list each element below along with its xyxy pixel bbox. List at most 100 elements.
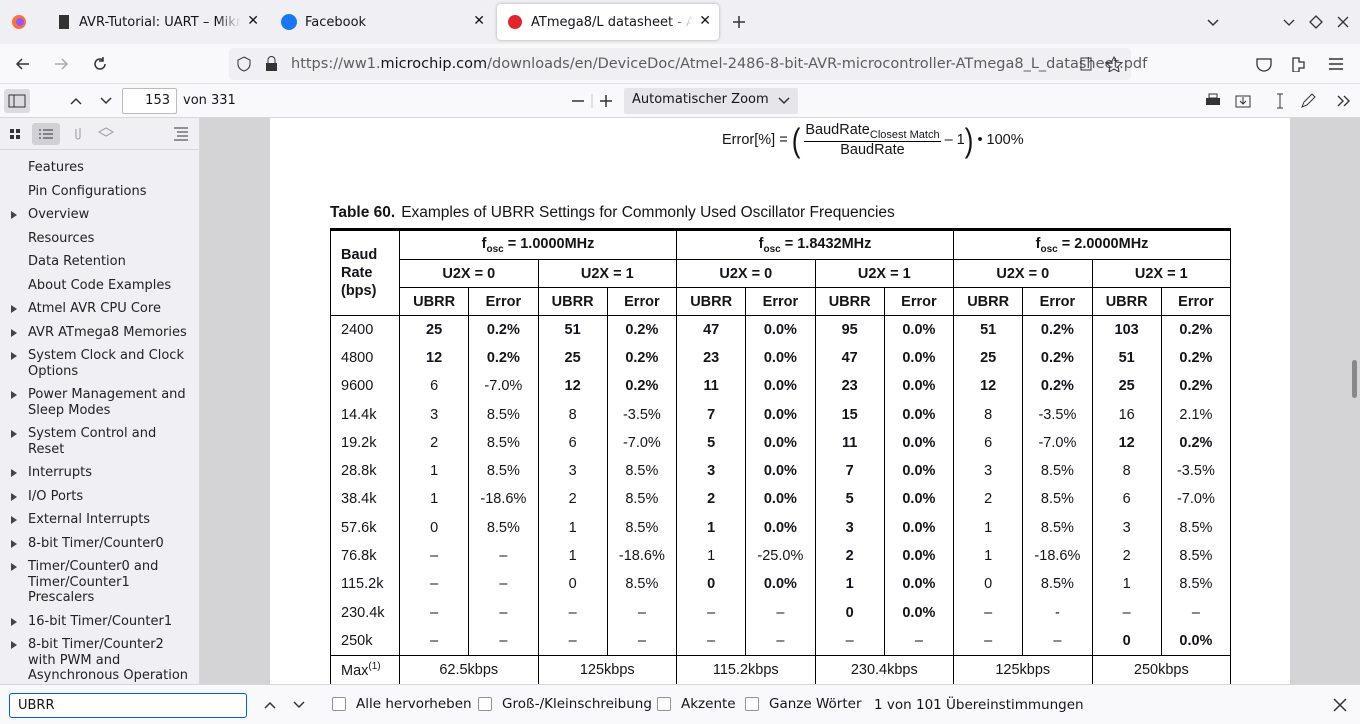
cell: 51 <box>537 315 608 344</box>
tab-active[interactable]: ATmega8/L datasheet - Atn ✕ <box>497 4 719 40</box>
cell: -7.0% <box>468 372 539 401</box>
cell: -3.5% <box>1160 456 1232 486</box>
outline-item[interactable]: Timer/Counter0 and Timer/Counter1 Presca… <box>0 555 199 610</box>
tab[interactable]: Facebook ✕ <box>271 4 493 40</box>
outline-item[interactable]: 8-bit Timer/Counter2 with PWM and Asynch… <box>0 633 199 684</box>
tab-close[interactable]: ✕ <box>699 13 711 29</box>
outline-item[interactable]: I/O Ports <box>0 485 199 509</box>
cell: 0.0% <box>745 372 816 401</box>
sidebar-tools <box>0 118 199 150</box>
outline-item[interactable]: Data Retention <box>28 254 126 269</box>
page-nav[interactable] <box>68 93 116 109</box>
u2x-header: U2X = 1 <box>1091 259 1232 288</box>
cell: 5 <box>814 485 885 514</box>
new-tab[interactable] <box>731 14 747 30</box>
zoom-select[interactable]: Automatischer Zoom <box>624 88 798 114</box>
page-total: von 331 <box>183 93 236 108</box>
firefox-menu[interactable] <box>11 14 27 30</box>
zoom-value: Automatischer Zoom <box>632 92 769 107</box>
tab-list[interactable] <box>1205 14 1221 30</box>
outline-item[interactable]: 16-bit Timer/Counter1 <box>0 610 199 634</box>
u2x-header: U2X = 0 <box>676 259 816 288</box>
cell: 0.2% <box>606 372 678 401</box>
cell: 8 <box>537 400 608 429</box>
outline-item[interactable]: System Control and Reset <box>0 422 199 461</box>
cell: 0.0% <box>745 315 816 344</box>
url-bar[interactable]: https://ww1. microchip.com/downloads/en/D… <box>229 48 1147 80</box>
outline-item[interactable]: Atmel AVR CPU Core <box>0 297 199 321</box>
outline-item[interactable]: Overview <box>0 203 199 227</box>
tab-close[interactable]: ✕ <box>473 13 485 29</box>
cell: 0 <box>537 570 608 599</box>
window-controls[interactable] <box>1281 14 1351 30</box>
column-header: UBRR <box>953 287 1024 316</box>
tab-bar: AVR-Tutorial: UART – Mikro ✕ Facebook ✕ AT… <box>0 0 1360 44</box>
find-input[interactable]: UBRR <box>9 693 247 718</box>
formula-lhs: Error[%] <box>722 132 776 148</box>
tab[interactable]: AVR-Tutorial: UART – Mikro ✕ <box>47 4 267 40</box>
cell: -3.5% <box>1022 400 1093 429</box>
cell: 0.2% <box>606 315 678 344</box>
outline-item[interactable]: Features <box>28 160 84 175</box>
find-close[interactable] <box>1332 697 1348 713</box>
find-option[interactable]: Groß-/Kleinschreibung <box>478 696 652 712</box>
outline-item[interactable]: 8-bit Timer/Counter0 <box>0 532 199 556</box>
outline-item[interactable]: Interrupts <box>0 461 199 485</box>
cell: – <box>468 626 539 656</box>
find-option[interactable]: Ganze Wörter <box>745 696 862 712</box>
cell: 1 <box>1091 570 1162 599</box>
cell: 23 <box>814 372 885 401</box>
data-row: 14.4k 3 8.5% 8 -3.5% 7 0.0% 15 0.0% 8 -3.5% 16 2.1% <box>330 400 1232 429</box>
cell: 15 <box>814 400 885 429</box>
cell: -25.0% <box>745 541 816 571</box>
osc-symbol: f <box>481 235 487 252</box>
find-option[interactable]: Alle hervorheben <box>332 696 472 712</box>
outline-item[interactable]: AVR ATmega8 Memories <box>0 321 199 345</box>
column-header: Error <box>468 287 539 316</box>
cell: 25 <box>537 343 608 373</box>
fraction: BaudRateClosest Match BaudRate <box>804 121 941 159</box>
sidebar-toggle[interactable] <box>4 89 30 113</box>
sidebar-view-buttons[interactable] <box>6 123 196 145</box>
page-number-input[interactable]: 153 <box>122 88 177 114</box>
data-row: 19.2k 2 8.5% 6 -7.0% 5 0.0% 11 0.0% 6 -7.0% 12 0.2% <box>330 428 1232 457</box>
sidebar: Features Pin Configurations Overview Resour… <box>0 118 200 684</box>
find-nav[interactable] <box>262 697 310 713</box>
cell: 8 <box>953 400 1024 429</box>
outline-item[interactable]: Power Management and Sleep Modes <box>0 383 199 422</box>
cell: 0.2% <box>1022 315 1093 344</box>
osc-header: fosc = 1.0000MHz <box>398 229 678 260</box>
outline-item[interactable]: System Clock and Clock Options <box>0 344 199 383</box>
numerator: BaudRate <box>805 121 870 138</box>
nav-buttons[interactable] <box>14 56 114 72</box>
find-option[interactable]: Akzente <box>657 696 736 712</box>
cell: -18.6% <box>1022 541 1093 571</box>
max-value: 115.2kbps <box>676 654 816 684</box>
cell: 0 <box>398 513 470 542</box>
cell: 2 <box>814 541 885 571</box>
url-icons[interactable] <box>1079 56 1123 72</box>
osc-value: = 2.0000MHz <box>1057 235 1149 252</box>
column-header: UBRR <box>537 287 608 316</box>
outline-item[interactable]: About Code Examples <box>28 277 172 293</box>
cell: 3 <box>953 456 1024 486</box>
toolbar-icons[interactable] <box>1255 56 1350 72</box>
baud-header: Baud Rate (bps) <box>330 229 400 316</box>
cell: 6 <box>953 428 1024 457</box>
cell: 0 <box>1091 626 1162 656</box>
outline-item[interactable]: Resources <box>28 230 95 246</box>
cell: – <box>953 598 1024 627</box>
cell: 0.0% <box>883 343 955 373</box>
outline-item[interactable]: Pin Configurations <box>28 183 147 199</box>
cell: 0.0% <box>883 541 955 571</box>
scrollbar-thumb[interactable] <box>1352 360 1357 398</box>
cell: 0.2% <box>1160 428 1232 457</box>
zoom-buttons[interactable] <box>570 93 616 109</box>
denominator: BaudRate <box>840 142 905 159</box>
pdf-tools[interactable] <box>1204 93 1354 109</box>
table-caption: Table 60. Examples of UBRR Settings for C… <box>330 204 895 222</box>
outline-item[interactable]: External Interrupts <box>0 508 199 532</box>
numerator-sub: Closest Match <box>869 128 940 141</box>
cell: 12 <box>953 372 1024 401</box>
tab-close[interactable]: ✕ <box>247 13 259 29</box>
